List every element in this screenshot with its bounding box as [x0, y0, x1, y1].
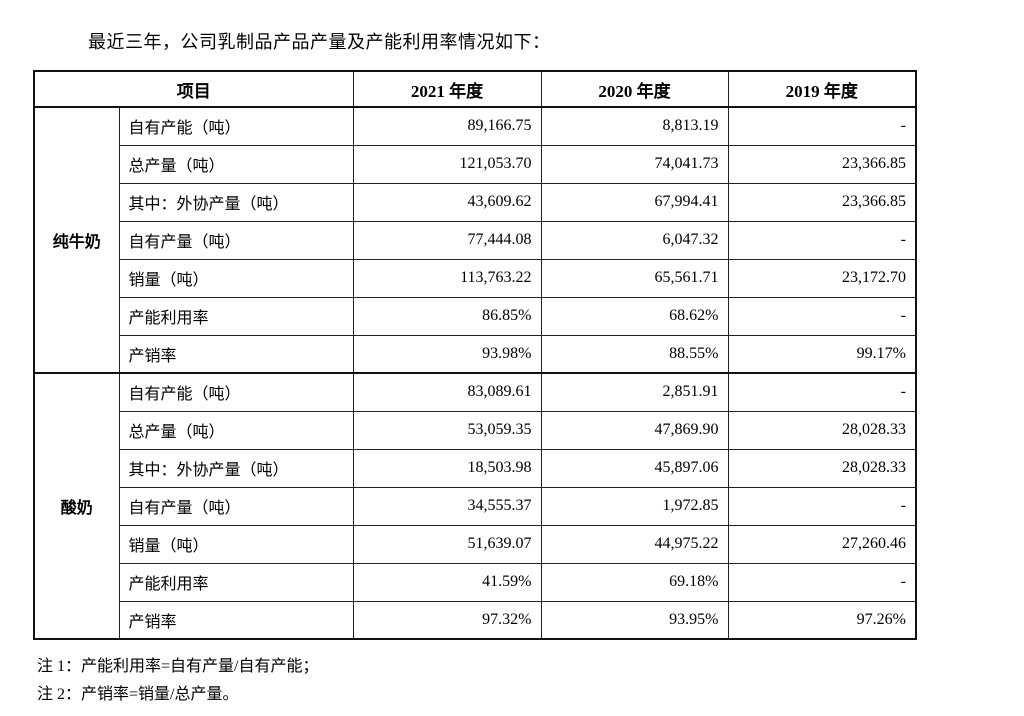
value-2020: 44,975.22: [540, 524, 729, 564]
row-label: 自有产量（吨）: [118, 486, 354, 526]
table-row: 其中：外协产量（吨） 18,503.98 45,897.06 28,028.33: [34, 448, 917, 488]
value-2019: -: [727, 296, 917, 336]
row-label: 其中：外协产量（吨）: [118, 448, 354, 488]
value-2019: 28,028.33: [727, 410, 917, 450]
value-2019: -: [727, 562, 917, 602]
table-row: 酸奶 自有产能（吨） 83,089.61 2,851.91-: [33, 372, 917, 640]
value-2021: 34,555.37: [352, 486, 542, 526]
table-row: 自有产量（吨） 34,555.37 1,972.85-: [34, 486, 917, 526]
table-row: 总产量（吨） 53,059.35 47,869.90 28,028.33: [34, 410, 917, 450]
footnote-1: 注 1：产能利用率=自有产量/自有产能；: [37, 658, 319, 675]
table-row: 产销率 93.98% 88.55% 99.17%: [34, 334, 917, 374]
column-header-2019: 2019 年度: [727, 70, 917, 108]
value-2019: 23,172.70: [727, 258, 917, 298]
row-label: 产能利用率: [118, 562, 354, 602]
row-label: 总产量（吨）: [118, 410, 354, 450]
table-row: 总产量（吨） 121,053.70 74,041.73 23,366.85: [34, 144, 917, 184]
value-2021: 89,166.75: [352, 106, 542, 146]
value-2020: 88.55%: [540, 334, 729, 374]
value-2020: 65,561.71: [540, 258, 729, 298]
table-header-row: 项目 2021 年度 2020 年度 2019 年度: [33, 70, 917, 108]
table-row: 产销率 97.32% 93.95% 97.26%: [34, 600, 917, 640]
table-row: 销量（吨） 113,763.22 65,561.71 23,172.70: [34, 258, 917, 298]
value-2019: 23,366.85: [727, 144, 917, 184]
group-label-0: 纯牛奶: [33, 106, 120, 374]
row-label: 销量（吨）: [118, 258, 354, 298]
value-2021: 83,089.61: [352, 372, 542, 412]
row-label: 总产量（吨）: [118, 144, 354, 184]
value-2019: 28,028.33: [727, 448, 917, 488]
value-2020: 8,813.19: [540, 106, 729, 146]
row-label: 自有产能（吨）: [118, 106, 354, 146]
value-2020: 2,851.91: [540, 372, 729, 412]
value-2020: 69.18%: [540, 562, 729, 602]
column-header-2020: 2020 年度: [540, 70, 729, 108]
value-2020: 47,869.90: [540, 410, 729, 450]
row-label: 产销率: [118, 334, 354, 374]
document-title: 最近三年，公司乳制品产品产量及产能利用率情况如下：: [88, 32, 551, 52]
value-2020: 6,047.32: [540, 220, 729, 260]
table-row: 产能利用率 41.59% 69.18% -: [34, 562, 917, 602]
value-2021: 86.85%: [352, 296, 542, 336]
value-2019: 97.26%: [727, 600, 917, 640]
value-2021: 97.32%: [352, 600, 542, 640]
group-label-1: 酸奶: [33, 372, 120, 640]
table-body: 纯牛奶 自有产能（吨） 89,166.75 8,813.19- 总产量（吨） 121,05…: [33, 106, 917, 640]
row-label: 产能利用率: [118, 296, 354, 336]
value-2020: 67,994.41: [540, 182, 729, 222]
table-row: 其中：外协产量（吨） 43,609.62 67,994.41 23,366.85: [34, 182, 917, 222]
value-2021: 43,609.62: [352, 182, 542, 222]
row-label: 自有产能（吨）: [118, 372, 354, 412]
value-2019: -: [727, 486, 917, 526]
column-header-2021: 2021 年度: [352, 70, 542, 108]
production-capacity-table: 项目 2021 年度 2020 年度 2019 年度 纯牛奶 自有产能（吨） 89,…: [33, 70, 917, 640]
value-2020: 45,897.06: [540, 448, 729, 488]
value-2021: 18,503.98: [352, 448, 542, 488]
value-2020: 74,041.73: [540, 144, 729, 184]
footnote-2: 注 2：产销率=销量/总产量。: [37, 686, 239, 703]
row-label: 产销率: [118, 600, 354, 640]
value-2021: 93.98%: [352, 334, 542, 374]
value-2021: 53,059.35: [352, 410, 542, 450]
table-row: 自有产量（吨） 77,444.08 6,047.32-: [34, 220, 917, 260]
value-2019: 99.17%: [727, 334, 917, 374]
value-2019: -: [727, 372, 917, 412]
row-label: 自有产量（吨）: [118, 220, 354, 260]
table-row: 销量（吨） 51,639.07 44,975.22 27,260.46: [34, 524, 917, 564]
value-2020: 93.95%: [540, 600, 729, 640]
row-label: 销量（吨）: [118, 524, 354, 564]
value-2019: -: [727, 220, 917, 260]
row-label: 其中：外协产量（吨）: [118, 182, 354, 222]
value-2021: 51,639.07: [352, 524, 542, 564]
footnotes: 注 1：产能利用率=自有产量/自有产能； 注 2：产销率=销量/总产量。: [37, 653, 318, 709]
value-2020: 68.62%: [540, 296, 729, 336]
value-2019: 27,260.46: [727, 524, 917, 564]
value-2021: 121,053.70: [352, 144, 542, 184]
value-2019: -: [727, 106, 917, 146]
value-2019: 23,366.85: [727, 182, 917, 222]
table-row: 产能利用率 86.85% 68.62% -: [34, 296, 917, 336]
value-2020: 1,972.85: [540, 486, 729, 526]
value-2021: 113,763.22: [352, 258, 542, 298]
column-header-item: 项目: [33, 70, 354, 108]
table-row: 纯牛奶 自有产能（吨） 89,166.75 8,813.19-: [33, 106, 917, 374]
value-2021: 41.59%: [352, 562, 542, 602]
value-2021: 77,444.08: [352, 220, 542, 260]
